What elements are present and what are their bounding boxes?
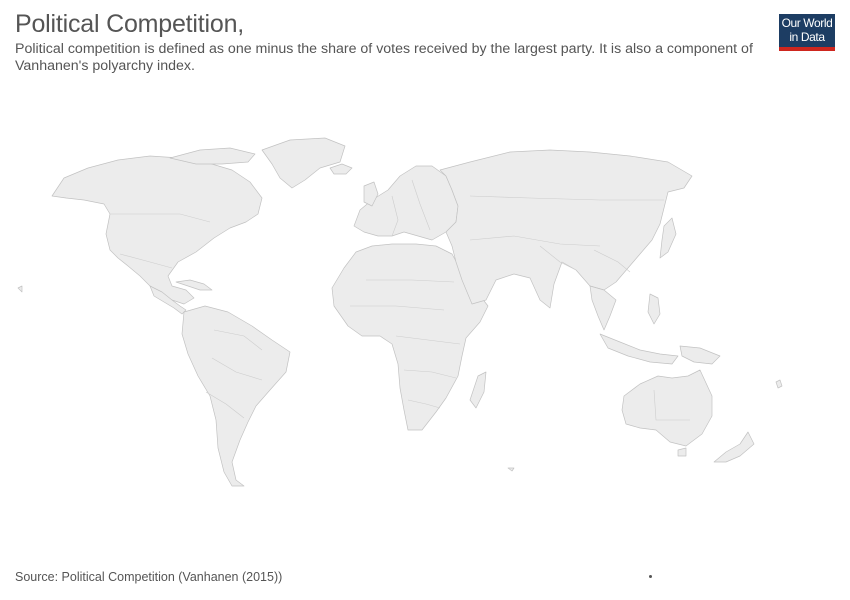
region-philippines[interactable] — [647, 293, 661, 325]
logo-accent-bar — [779, 47, 835, 51]
region-tasmania[interactable] — [677, 447, 687, 457]
region-north-america[interactable] — [51, 155, 263, 305]
region-indonesia[interactable] — [599, 333, 679, 365]
region-british-isles[interactable] — [363, 181, 379, 207]
region-arctic-islands[interactable] — [169, 147, 256, 165]
region-asia[interactable] — [439, 149, 693, 309]
source-note: Source: Political Competition (Vanhanen … — [15, 570, 283, 584]
region-japan[interactable] — [659, 217, 677, 259]
region-madagascar[interactable] — [469, 371, 487, 409]
chart-subtitle: Political competition is defined as one … — [15, 41, 753, 74]
footer-dot — [649, 575, 652, 578]
region-southeast-asia[interactable] — [589, 285, 617, 331]
chart-title: Political Competition, — [15, 10, 245, 38]
country-borders — [110, 179, 690, 421]
logo-line-1: Our World — [781, 16, 833, 30]
region-new-zealand[interactable] — [713, 431, 755, 463]
region-iceland[interactable] — [329, 163, 353, 175]
logo-line-2: in Data — [789, 29, 825, 44]
region-africa[interactable] — [331, 243, 489, 431]
region-greenland[interactable] — [261, 137, 346, 189]
region-pacific-islands[interactable] — [17, 285, 783, 472]
region-south-america[interactable] — [181, 305, 291, 487]
region-australia[interactable] — [621, 369, 713, 447]
region-new-guinea[interactable] — [679, 345, 721, 365]
owid-logo[interactable]: Our World in Data — [779, 14, 835, 51]
region-caribbean[interactable] — [175, 279, 213, 291]
